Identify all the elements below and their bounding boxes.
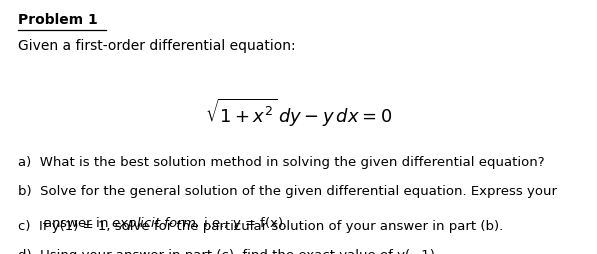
Text: d)  Using your answer in part (c), find the exact value of y(−1).: d) Using your answer in part (c), find t… [18, 249, 439, 254]
Text: $\sqrt{1 + x^2}\, dy - y\,dx = 0$: $\sqrt{1 + x^2}\, dy - y\,dx = 0$ [205, 97, 392, 129]
Text: Given a first-order differential equation:: Given a first-order differential equatio… [18, 39, 296, 53]
Text: answer in $\it{explicit\ form}$, i.e., y = f(x).: answer in $\it{explicit\ form}$, i.e., y… [18, 215, 287, 232]
Text: c)  If y(1) = 1, solve for the particular solution of your answer in part (b).: c) If y(1) = 1, solve for the particular… [18, 220, 503, 233]
Text: a)  What is the best solution method in solving the given differential equation?: a) What is the best solution method in s… [18, 156, 544, 169]
Text: Problem 1: Problem 1 [18, 13, 98, 27]
Text: b)  Solve for the general solution of the given differential equation. Express y: b) Solve for the general solution of the… [18, 185, 557, 198]
